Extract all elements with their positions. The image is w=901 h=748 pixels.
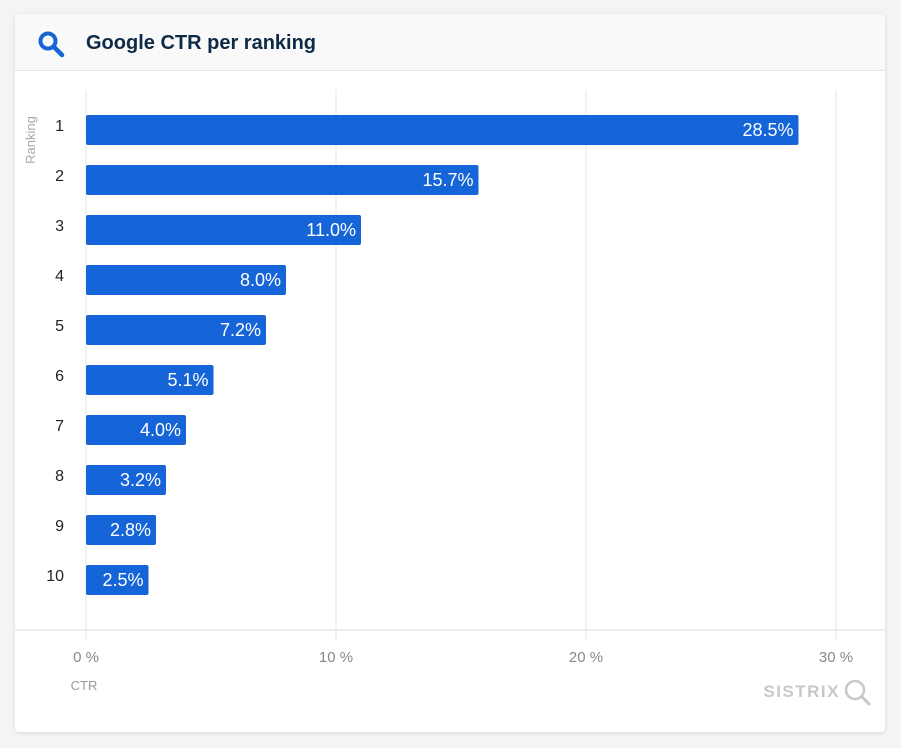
category-label: 8 xyxy=(55,468,64,485)
bar xyxy=(86,315,266,345)
category-label: 3 xyxy=(55,218,64,235)
data-label: 7.2% xyxy=(220,320,261,340)
search-icon xyxy=(38,31,65,58)
data-label: 8.0% xyxy=(240,270,281,290)
x-axis-label: CTR xyxy=(71,678,98,693)
category-label: 10 xyxy=(46,568,64,585)
data-label: 11.0% xyxy=(306,220,356,240)
bar xyxy=(86,215,361,245)
bar xyxy=(86,515,156,545)
brand-name: SISTRIX xyxy=(763,682,840,701)
bar xyxy=(86,265,286,295)
bar xyxy=(86,565,149,595)
data-label: 5.1% xyxy=(167,370,208,390)
y-axis-label: Ranking xyxy=(23,116,38,164)
x-tick-label: 10 % xyxy=(319,649,353,666)
data-label: 2.8% xyxy=(110,520,151,540)
category-label: 1 xyxy=(55,118,64,135)
data-label: 4.0% xyxy=(140,420,181,440)
data-label: 15.7% xyxy=(422,170,473,190)
bar xyxy=(86,415,186,445)
x-tick-label: 30 % xyxy=(819,649,853,666)
magnifier-icon-handle xyxy=(860,695,871,706)
category-label: 5 xyxy=(55,318,64,335)
card-header: Google CTR per ranking xyxy=(15,14,885,71)
chart-title: Google CTR per ranking xyxy=(86,32,317,54)
category-label: 6 xyxy=(55,368,64,385)
bar xyxy=(86,115,799,145)
bar xyxy=(86,165,479,195)
bar xyxy=(86,465,166,495)
category-label: 9 xyxy=(55,518,64,535)
data-label: 28.5% xyxy=(742,120,793,140)
magnifier-icon xyxy=(844,679,866,701)
data-label: 3.2% xyxy=(120,470,161,490)
data-label: 2.5% xyxy=(102,570,143,590)
x-tick-label: 0 % xyxy=(73,649,99,666)
x-tick-label: 20 % xyxy=(569,649,603,666)
category-label: 7 xyxy=(55,418,64,435)
category-label: 2 xyxy=(55,168,64,185)
bar xyxy=(86,365,214,395)
category-label: 4 xyxy=(55,268,64,285)
